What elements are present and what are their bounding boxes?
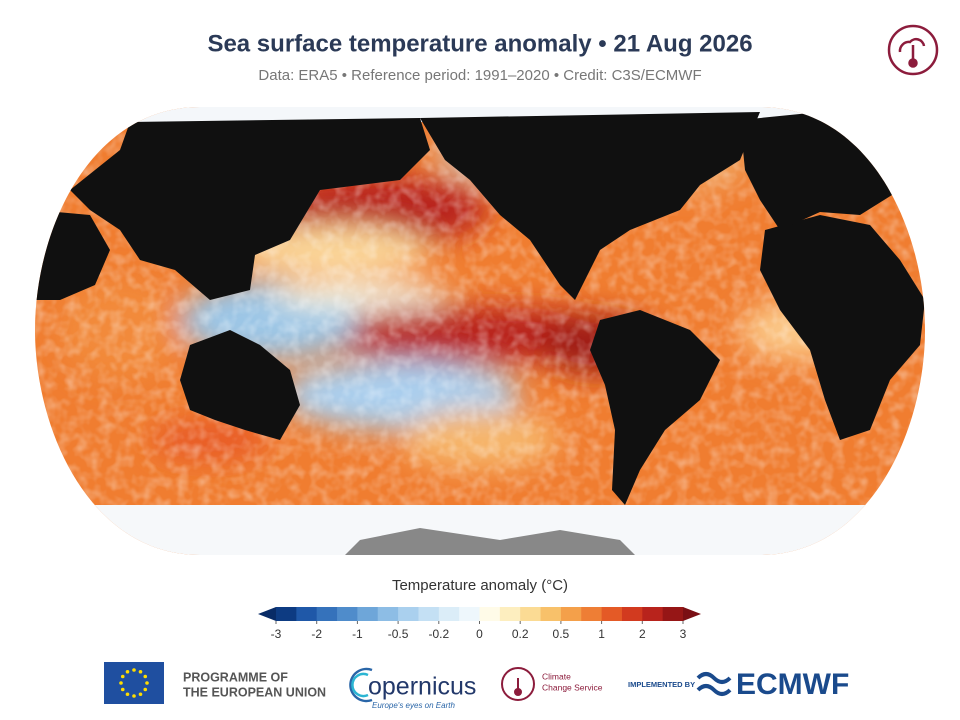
shape [898,37,926,53]
eu-star [145,681,149,685]
colorbar-tick-label: 3 [680,627,687,641]
colorbar-label: Temperature anomaly (°C) [392,577,568,594]
colorbar-segment [479,607,501,621]
eu-star [143,687,148,692]
shape [351,672,369,698]
shape [119,668,149,698]
colorbar-tick-label: 0.5 [553,627,570,641]
shape [590,310,720,505]
colorbar-segment [398,607,419,621]
eu-star [119,681,123,685]
shape [514,688,522,696]
shape [908,58,918,68]
colorbar-tick-label: 0.2 [512,627,529,641]
eu-text: THE EUROPEAN UNION [183,685,326,699]
shape [420,112,760,300]
map [35,107,925,555]
shape [696,672,732,684]
c3s-text: Change Service [542,682,603,692]
c3s-logo [501,667,535,701]
colorbar-segment [296,607,318,621]
colorbar-tick-label: 0 [476,627,483,641]
colorbar-segment [520,607,542,621]
colorbar-segment [499,607,521,621]
shape [696,684,732,696]
land [35,112,925,555]
eu-text: PROGRAMME OF [183,670,288,684]
eu-star [120,687,125,692]
colorbar-tick-label: -1 [352,627,363,641]
shape [340,528,640,555]
shape [180,330,300,440]
colorbar-segment [418,607,440,621]
colorbar-segment [459,607,480,621]
sea-ice-south [35,505,925,555]
eu-star [132,694,136,698]
copernicus-logo [349,667,373,703]
colorbar-segment [642,607,664,621]
shape [760,215,925,440]
eu-star [138,692,143,697]
eu-flag [104,662,164,704]
colorbar-segment [377,607,399,621]
eu-star [132,668,136,672]
shape [501,667,535,701]
colorbar-tick-label: -2 [311,627,322,641]
c3s-text: Climate [542,671,571,681]
colorbar-segment [316,607,338,621]
shape [35,210,110,300]
title: Sea surface temperature anomaly • 21 Aug… [207,30,752,57]
colorbar-tick-label: 1 [598,627,605,641]
subtitle: Data: ERA5 • Reference period: 1991–2020… [258,67,701,84]
colorbar-segment [337,607,358,621]
colorbar-segment [540,607,562,621]
eu-star [125,669,130,674]
colorbar-segment [276,607,297,621]
colorbar-segment [621,607,643,621]
colorbar-segment [560,607,582,621]
colorbar-segment [601,607,623,621]
eu-star [120,674,125,679]
colorbar: -3 -2 -1 -0.5 -0.2 0 0.2 0.5 1 2 3 [258,607,701,641]
copernicus-tagline: Europe's eyes on Earth [372,701,455,710]
shape [887,24,939,76]
ecmwf-text: ECMWF [736,668,849,701]
ecmwf-logo [696,672,732,696]
colorbar-extend-low [258,607,276,621]
colorbar-segment [662,607,684,621]
colorbar-segment [581,607,603,621]
eu-star [143,674,148,679]
c3s-corner-logo [887,24,939,76]
colorbar-segment [357,607,379,621]
copernicus-text: opernicus [368,673,476,701]
colorbar-segment [438,607,460,621]
colorbar-tick-label: 2 [639,627,646,641]
shape [70,118,430,300]
colorbar-tick-label: -3 [271,627,282,641]
colorbar-tick-label: -0.5 [388,627,409,641]
colorbar-extend-high [683,607,701,621]
shape [349,667,373,703]
implemented-by: IMPLEMENTED BY [628,680,695,689]
eu-star [138,669,143,674]
eu-star [125,692,130,697]
colorbar-tick-label: -0.2 [428,627,449,641]
